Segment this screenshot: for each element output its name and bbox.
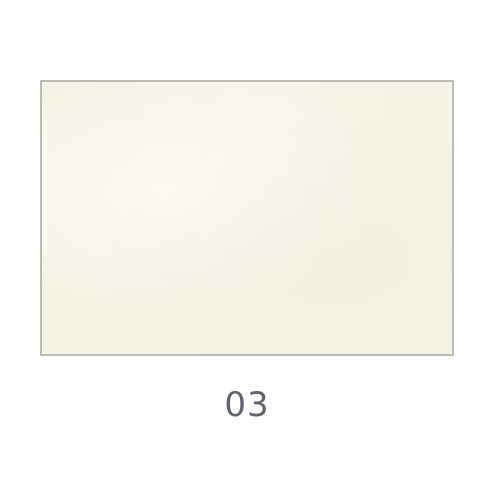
color-swatch[interactable] (40, 80, 454, 356)
swatch-label: 03 (224, 385, 270, 425)
